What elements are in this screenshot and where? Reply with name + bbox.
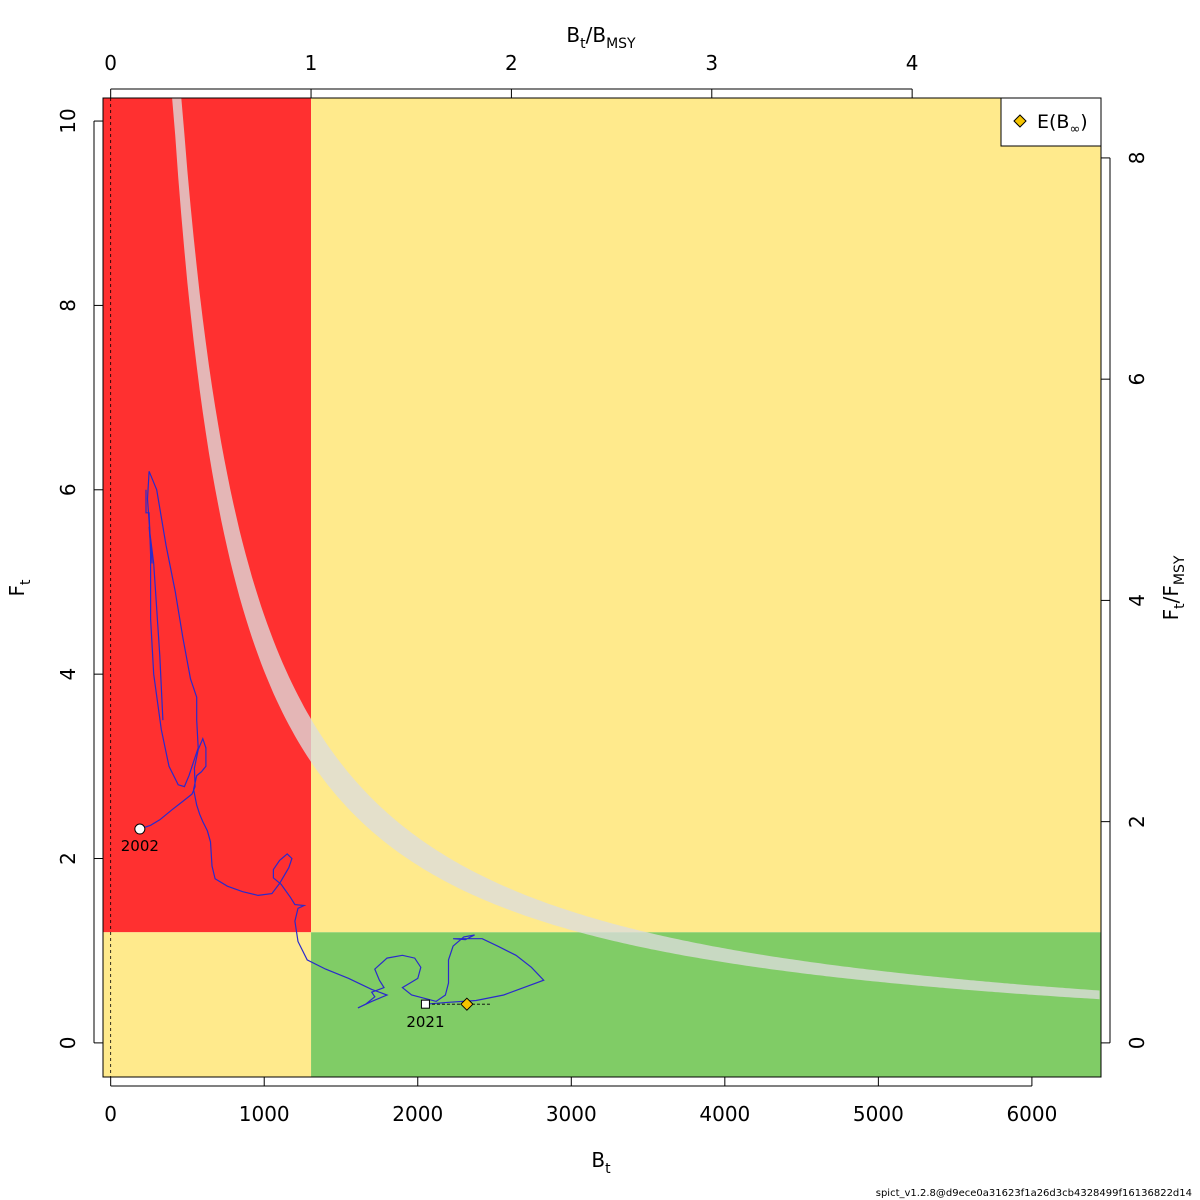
x-axis-label: Bt — [591, 1148, 611, 1177]
y-tick-label: 6 — [56, 483, 80, 496]
version-watermark: spict_v1.2.8@d9ece0a31623f1a26d3cb432849… — [876, 1188, 1192, 1199]
top-tick-label: 4 — [906, 51, 919, 75]
top-tick-label: 1 — [305, 51, 318, 75]
right-axis-label: Ft/FMSY — [1159, 555, 1188, 620]
trajectory-loop-return — [145, 489, 199, 788]
right-tick-label: 6 — [1125, 373, 1149, 386]
x-tick-label: 6000 — [1006, 1102, 1057, 1126]
top-tick-label: 0 — [104, 51, 117, 75]
right-tick-label: 2 — [1125, 815, 1149, 828]
x-tick-label: 5000 — [853, 1102, 904, 1126]
legend-diamond-icon — [1013, 114, 1027, 128]
legend-label: E(B∞) — [1037, 111, 1088, 137]
zone-yellow-top — [311, 98, 1101, 933]
trajectory-upper-loop — [146, 471, 199, 748]
x-tick-label: 0 — [104, 1102, 117, 1126]
right-tick-label: 4 — [1125, 594, 1149, 607]
end-year-label: 2021 — [406, 1013, 444, 1031]
y-tick-label: 4 — [56, 668, 80, 681]
y-tick-label: 0 — [56, 1037, 80, 1050]
y-tick-label: 8 — [56, 299, 80, 312]
start-point-marker — [134, 823, 146, 835]
y-tick-label: 10 — [56, 108, 80, 133]
top-tick-label: 3 — [705, 51, 718, 75]
end-point-marker — [420, 999, 430, 1009]
trajectory-markers — [134, 823, 492, 1011]
x-tick-label: 1000 — [239, 1102, 290, 1126]
right-tick-label: 8 — [1125, 152, 1149, 165]
zone-yellow-bottom — [103, 932, 312, 1077]
y-tick-label: 2 — [56, 852, 80, 865]
y-axis-label: Ft — [5, 579, 34, 597]
trajectory-main — [139, 737, 545, 1009]
top-axis-label: Bt/BMSY — [566, 23, 636, 52]
right-tick-label: 0 — [1125, 1037, 1149, 1050]
x-tick-label: 4000 — [699, 1102, 750, 1126]
top-tick-label: 2 — [505, 51, 518, 75]
legend: E(B∞) — [1000, 97, 1102, 147]
x-tick-label: 3000 — [546, 1102, 597, 1126]
x-tick-label: 2000 — [392, 1102, 443, 1126]
biomass-fishing-trajectory — [139, 471, 545, 1009]
plot-frame — [102, 97, 1102, 1078]
zone-red — [103, 98, 312, 933]
start-year-label: 2002 — [121, 837, 159, 855]
equilibrium-biomass-diamond — [460, 997, 474, 1011]
axes: 0 1000 2000 3000 4000 5000 6000 0 2 4 6 8 10 0 1 2 3 4 0 2 4… — [56, 51, 1149, 1126]
